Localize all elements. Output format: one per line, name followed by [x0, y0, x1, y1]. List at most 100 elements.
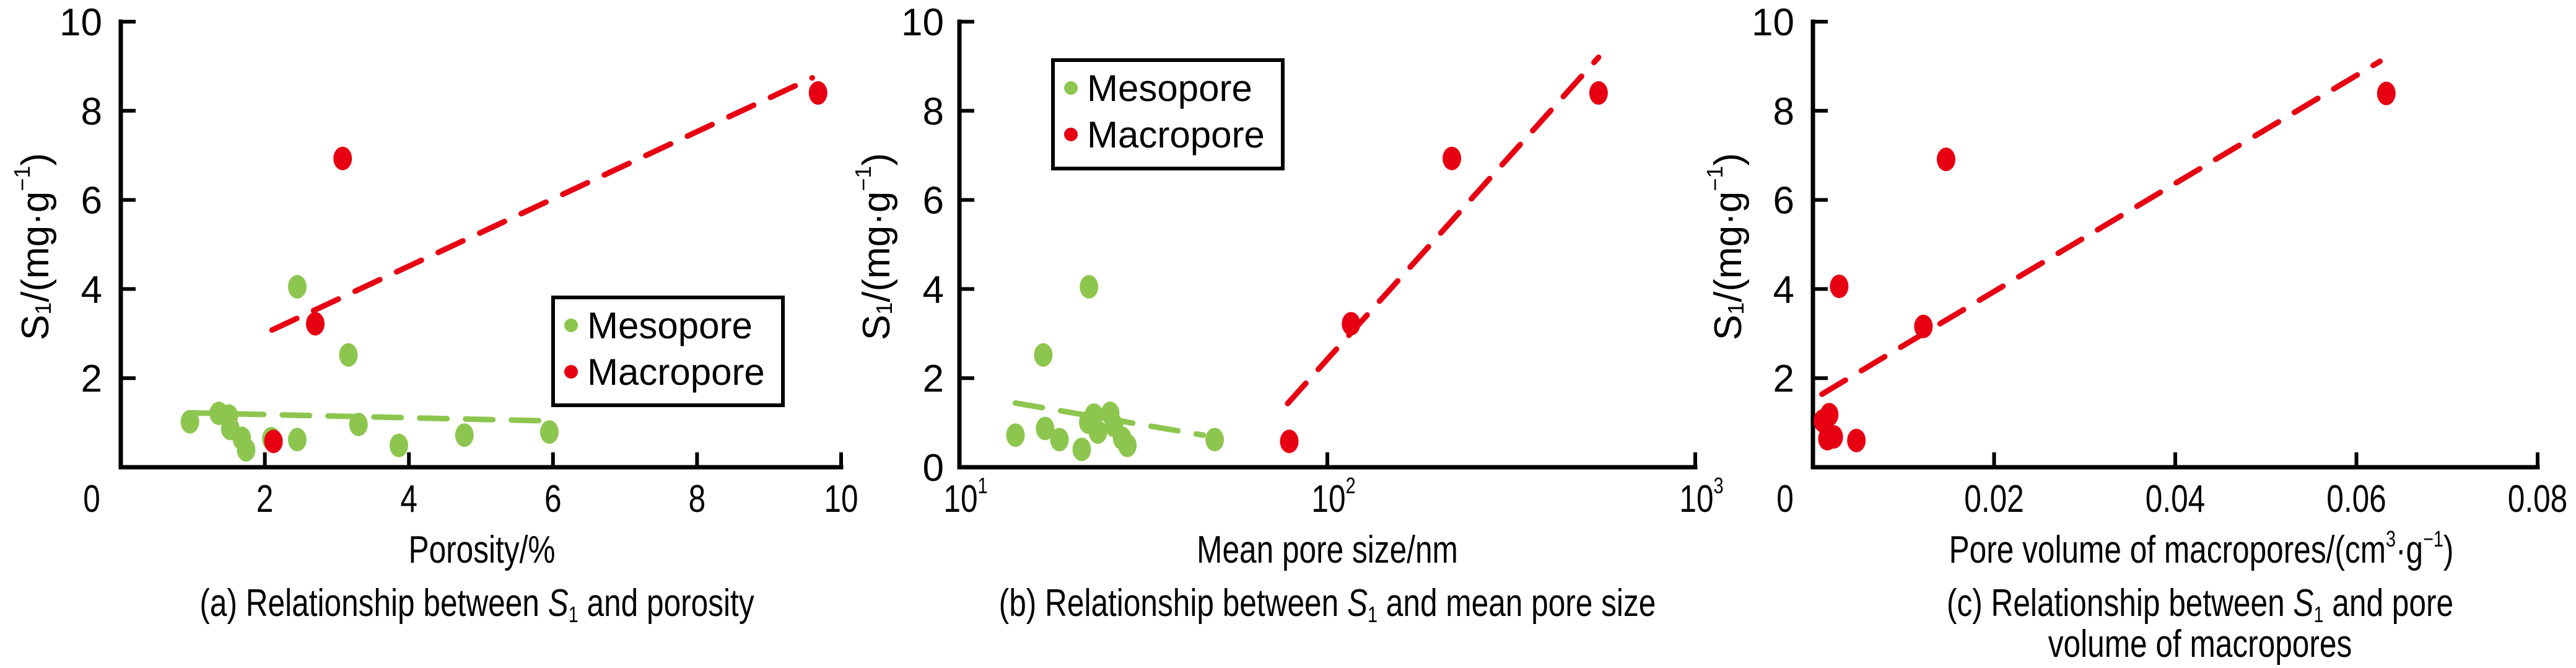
x-tick-label-group: 0.06 — [2326, 477, 2386, 521]
y-tick-label: 4 — [81, 268, 102, 311]
data-point-macropore — [2377, 81, 2396, 105]
data-point-mesopore — [349, 412, 368, 436]
x-tick-label: 0.06 — [2326, 477, 2386, 521]
series-macropore — [1814, 81, 2396, 452]
x-tick-base: 10 — [1679, 477, 1713, 521]
data-point-mesopore — [1072, 437, 1091, 462]
data-point-macropore — [333, 146, 352, 170]
x-tick-label: 10 — [824, 477, 858, 521]
y-label-close: ) — [855, 153, 898, 166]
data-point-mesopore — [287, 275, 307, 299]
y-label-superscript: −1 — [1702, 166, 1727, 191]
x-tick-exponent: 2 — [1346, 473, 1356, 498]
data-point-macropore — [1847, 428, 1866, 452]
y-tick-label: 4 — [923, 268, 944, 311]
y-label-unit: /(mg·g — [14, 191, 57, 302]
y-label-symbol: S — [855, 315, 898, 340]
x-axis-label: Pore volume of macropores/(cm3·g−1) — [1949, 526, 2454, 571]
x-tick-label: 102 — [1311, 473, 1355, 520]
y-tick-label: 2 — [1773, 358, 1794, 400]
legend-label-macropore: Macropore — [1087, 114, 1265, 156]
data-point-macropore — [1830, 275, 1849, 299]
x-axis-label: Porosity/% — [409, 528, 556, 571]
data-point-macropore — [1936, 147, 1955, 172]
caption-symbol: S — [2293, 581, 2313, 625]
panel-caption: (a) Relationship between S1 and porosity — [199, 581, 754, 627]
legend-label-mesopore: Mesopore — [587, 305, 753, 346]
y-label-subscript: 1 — [1723, 302, 1749, 315]
caption-subscript: 1 — [569, 602, 579, 627]
x-label-superscript: 3 — [2386, 526, 2396, 552]
x-tick-exponent: 3 — [1714, 473, 1724, 498]
x-tick-exponent: 1 — [978, 473, 988, 498]
legend-marker-mesopore — [1064, 81, 1078, 95]
data-point-mesopore — [389, 433, 408, 457]
y-axis-label: S1/(mg·g−1) — [9, 153, 58, 340]
x-tick-label-group: 2 — [256, 477, 274, 521]
caption-prefix: (b) Relationship between — [999, 581, 1347, 625]
data-point-macropore — [1280, 429, 1299, 454]
series-macropore — [264, 81, 827, 454]
panel-caption: (c) Relationship between S1 and pore — [1947, 581, 2453, 627]
legend-label-macropore: Macropore — [587, 351, 765, 393]
axes-frame — [1810, 19, 2540, 470]
legend-label-mesopore: Mesopore — [1087, 68, 1252, 109]
x-tick-label-group: 10 — [824, 477, 858, 521]
panel-caption-group: (a) Relationship between S1 and porosity — [199, 581, 754, 627]
y-tick-label: 2 — [81, 358, 102, 400]
y-label-close: ) — [1707, 153, 1750, 166]
data-point-mesopore — [180, 410, 199, 434]
data-point-mesopore — [339, 343, 358, 367]
data-point-mesopore — [1006, 423, 1025, 447]
trendline-macropore — [269, 75, 815, 333]
caption-subscript: 1 — [2314, 602, 2324, 627]
series-macropore — [1280, 81, 1608, 454]
x-tick-base: 10 — [943, 477, 977, 521]
x-tick-label-group: 103 — [1679, 473, 1723, 520]
y-axis-label: S1/(mg·g−1) — [850, 153, 899, 340]
trendline-macropore — [1285, 55, 1602, 407]
x-tick-label-group: 101 — [943, 473, 987, 520]
y-axis-label-group: S1/(mg·g−1) — [1702, 153, 1750, 340]
panel-caption-line2-group: volume of macropores — [2048, 622, 2352, 666]
data-point-mesopore — [1118, 433, 1137, 457]
data-point-mesopore — [1088, 420, 1107, 444]
y-label-symbol: S — [1707, 315, 1750, 340]
data-point-macropore — [808, 81, 827, 105]
y-tick-label: 8 — [923, 90, 944, 133]
x-tick-label: 101 — [943, 473, 987, 520]
panel-caption-line2: volume of macropores — [2048, 622, 2352, 666]
legend-marker-macropore — [1064, 128, 1078, 141]
caption-symbol: S — [548, 581, 569, 625]
y-tick-label: 6 — [81, 180, 102, 222]
data-point-mesopore — [455, 423, 474, 447]
legend-box — [1051, 58, 1285, 170]
caption-symbol: S — [1347, 581, 1368, 625]
legend: Mesopore Macropore — [1051, 58, 1285, 170]
x-label-main: Pore volume of macropores/(cm — [1949, 528, 2386, 571]
series-mesopore — [180, 275, 559, 462]
caption-subscript: 1 — [1368, 602, 1378, 627]
data-point-macropore — [1824, 425, 1843, 449]
caption-prefix: (c) Relationship between — [1947, 581, 2294, 625]
y-tick-label: 10 — [901, 1, 944, 44]
legend-marker-mesopore — [564, 319, 578, 332]
axes-frame — [118, 19, 844, 470]
origin-label-group: 0 — [1776, 477, 1794, 521]
x-axis-label-group: Pore volume of macropores/(cm3·g−1) — [1949, 526, 2454, 571]
y-tick-label: 6 — [923, 180, 944, 222]
data-point-mesopore — [1034, 343, 1053, 367]
x-axis-label-group: Porosity/% — [409, 528, 556, 571]
series-mesopore — [1006, 275, 1225, 462]
y-tick-label: 4 — [1773, 268, 1794, 311]
y-tick-label: 2 — [923, 358, 944, 400]
x-tick-label-group: 8 — [689, 477, 706, 521]
legend: Mesopore Macropore — [551, 296, 785, 407]
caption-suffix: and porosity — [579, 581, 754, 625]
x-tick-label-group: 0.04 — [2146, 477, 2206, 521]
x-tick-label: 4 — [400, 477, 417, 521]
trendline-macropore — [1819, 58, 2383, 397]
x-tick-label-group: 6 — [544, 477, 562, 521]
data-point-mesopore — [1080, 275, 1099, 299]
